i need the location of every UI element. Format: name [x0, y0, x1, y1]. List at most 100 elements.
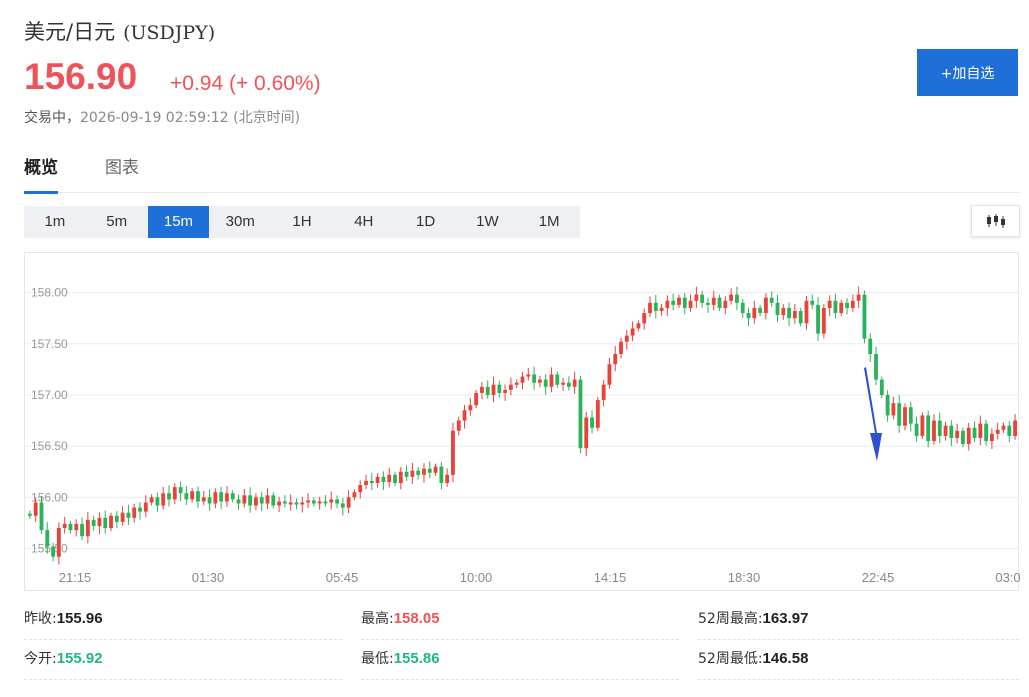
interval-1m[interactable]: 1m: [44, 213, 66, 230]
candle-body: [862, 294, 867, 339]
candle-body: [282, 501, 287, 504]
candle-body: [103, 517, 108, 529]
candle-body: [1001, 425, 1006, 430]
candle-body: [288, 502, 293, 505]
candle-body: [833, 300, 838, 314]
candle-body: [190, 491, 195, 500]
price-change: +0.94 (+ 0.60%): [170, 72, 321, 95]
candle-body: [717, 297, 722, 308]
candle-body: [914, 423, 919, 436]
candle-body: [39, 502, 44, 531]
candle-body: [677, 297, 681, 305]
candle-body: [45, 530, 50, 547]
add-to-watchlist-button[interactable]: +加自选: [917, 49, 1018, 96]
candle-body: [259, 497, 264, 504]
candle-body: [735, 294, 739, 303]
candle-body: [706, 302, 710, 305]
status-text: 交易中，: [24, 110, 80, 126]
candle-body: [619, 341, 623, 355]
candle-body: [868, 338, 873, 355]
candle-body: [254, 497, 258, 506]
y-tick-label: 155.50: [31, 542, 68, 556]
candle-body: [306, 500, 310, 503]
candle-body: [27, 513, 32, 516]
y-tick-label: 156.00: [31, 490, 68, 504]
candle-body: [474, 392, 479, 406]
interval-4h[interactable]: 4H: [354, 213, 374, 230]
candle-body: [62, 523, 67, 529]
interval-selector: 1m 5m 15m 30m 1H 4H 1D 1W 1M: [24, 206, 580, 238]
candle-body: [949, 425, 954, 438]
down-arrow-annotation: [864, 367, 882, 461]
candle-body: [926, 415, 931, 442]
interval-1h[interactable]: 1H: [292, 213, 312, 230]
candle-body: [143, 502, 148, 512]
y-tick-label: 156.50: [31, 439, 68, 453]
candle-body: [225, 493, 229, 502]
page-title: 美元/日元 (USDJPY): [24, 16, 215, 46]
interval-1d[interactable]: 1D: [415, 213, 436, 230]
price-chart[interactable]: 158.00 157.50 157.00 156.50 156.00 155.50 21:1…: [24, 252, 1020, 591]
candle-body: [885, 394, 890, 416]
candle-body: [503, 389, 508, 393]
candle-body: [358, 485, 363, 493]
interval-1mo[interactable]: 1M: [538, 213, 560, 230]
candle-body: [416, 470, 421, 475]
candle-body: [445, 474, 450, 484]
x-tick-label: 03:0: [995, 570, 1020, 585]
candle-body: [462, 410, 467, 421]
candle-body: [850, 300, 855, 308]
candle-body: [178, 487, 183, 494]
candle-body: [763, 297, 768, 314]
candle-body: [955, 430, 960, 438]
tab-chart[interactable]: 图表: [105, 158, 139, 178]
candle-body: [329, 499, 334, 503]
tab-overview[interactable]: 概览: [24, 156, 58, 194]
candle-body: [51, 546, 55, 557]
candle-body: [172, 487, 177, 500]
stat-open: 今开:155.92: [24, 640, 342, 680]
candle-body: [595, 400, 600, 428]
y-tick-label: 158.00: [31, 286, 68, 300]
pair-symbol: (USDJPY): [123, 22, 216, 44]
candle-body: [497, 384, 502, 393]
candle-body: [311, 500, 316, 504]
candle-body: [555, 374, 560, 385]
candle-body: [85, 519, 90, 537]
candle-body: [317, 501, 322, 504]
candle-body: [891, 403, 896, 416]
pair-name: 美元/日元: [24, 20, 116, 44]
candle-body: [352, 492, 357, 498]
candle-body: [908, 407, 913, 424]
candle-body: [335, 499, 339, 504]
candle-body: [984, 423, 989, 442]
candle-body: [752, 307, 757, 319]
y-tick-label: 157.50: [31, 337, 68, 351]
interval-5m[interactable]: 5m: [106, 213, 128, 230]
interval-30m[interactable]: 30m: [225, 213, 255, 230]
candle-body: [972, 427, 977, 438]
interval-15m[interactable]: 15m: [147, 206, 210, 238]
candle-body: [109, 515, 113, 529]
candle-body: [607, 364, 612, 385]
stats-panel: 昨收:155.96 最高:158.05 52周最高:163.97 今开:155.…: [24, 600, 1019, 690]
candle-body: [630, 328, 635, 336]
interval-1w[interactable]: 1W: [476, 213, 499, 230]
candle-body: [514, 382, 519, 385]
candle-body: [903, 407, 907, 426]
x-tick-label: 18:30: [728, 570, 761, 585]
candle-body: [340, 503, 345, 508]
candle-body: [167, 493, 171, 500]
chart-type-button[interactable]: [971, 205, 1020, 237]
candle-body: [294, 502, 299, 505]
stat-low: 最低:155.86: [361, 640, 679, 680]
candle-body: [856, 294, 861, 301]
candle-body: [126, 512, 131, 518]
candle-body: [711, 297, 716, 305]
candle-body: [804, 300, 809, 324]
candle-body: [874, 354, 878, 380]
candle-body: [590, 417, 594, 428]
candle-body: [138, 507, 142, 512]
candle-body: [451, 430, 455, 475]
candle-body: [364, 480, 368, 486]
